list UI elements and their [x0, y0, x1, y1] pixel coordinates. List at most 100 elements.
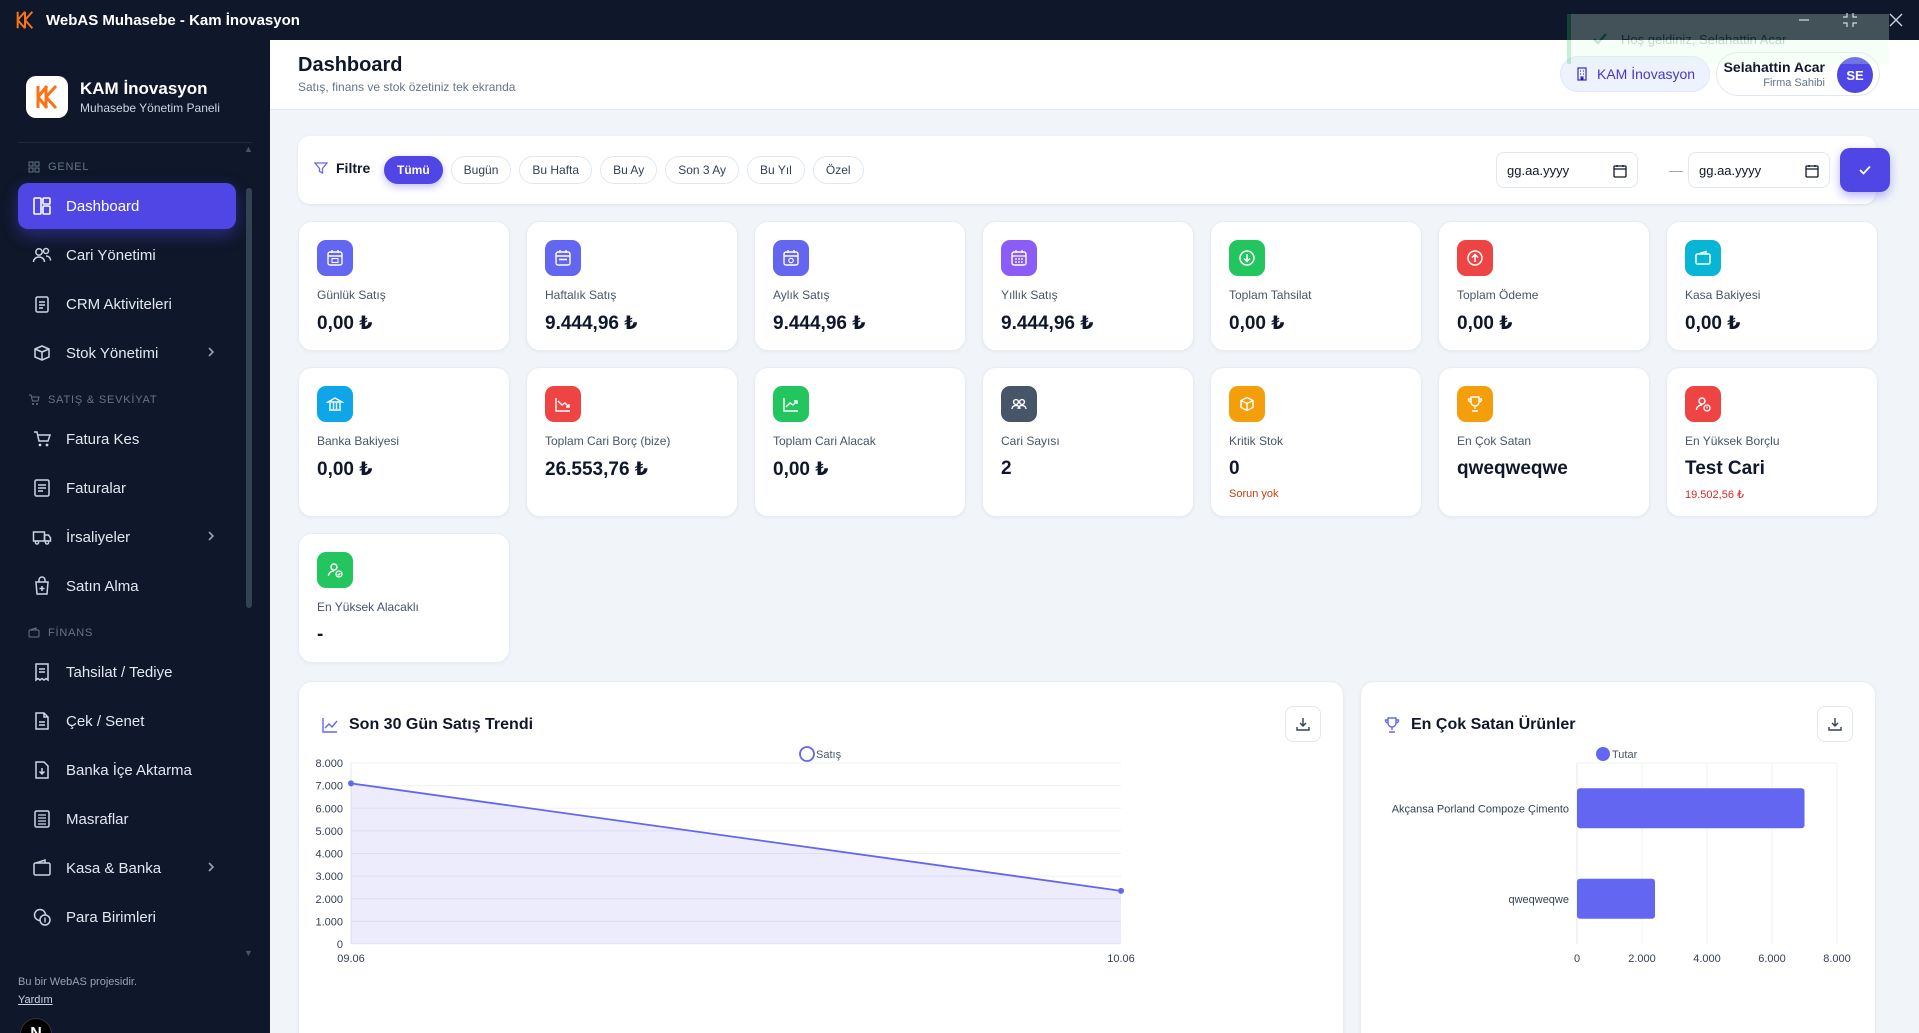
- user-check-icon: [317, 552, 353, 588]
- sidebar-scrollbar[interactable]: [246, 148, 252, 993]
- stat-card-aylik-satis[interactable]: Aylık Satış 9.444,96 ₺: [754, 221, 966, 351]
- calendar-day-icon: [317, 240, 353, 276]
- footer-link[interactable]: Yardım: [18, 994, 53, 1006]
- stat-label: Yıllık Satış: [1001, 288, 1058, 302]
- wallet-icon: [1685, 240, 1721, 276]
- sidebar-item-label: İrsaliyeler: [66, 528, 131, 546]
- stat-card-kritik-stok[interactable]: Kritik Stok 0 Sorun yok: [1210, 367, 1422, 517]
- sidebar-item-faturalar[interactable]: Faturalar: [18, 465, 236, 511]
- sidebar-item-label: Stok Yönetimi: [66, 344, 159, 362]
- stat-card-kasa-bakiyesi[interactable]: Kasa Bakiyesi 0,00 ₺: [1666, 221, 1878, 351]
- page-title: Dashboard: [298, 54, 403, 76]
- sidebar-item-crm-aktiviteleri[interactable]: CRM Aktiviteleri: [18, 281, 236, 327]
- close-button[interactable]: [1873, 0, 1919, 40]
- download-trend-button[interactable]: [1285, 706, 1321, 742]
- cube-icon: [1229, 386, 1265, 422]
- stat-label: Kasa Bakiyesi: [1685, 288, 1761, 302]
- series-line: [350, 782, 1122, 892]
- scrollbar-thumb[interactable]: [246, 188, 252, 608]
- arrow-down-circle-icon: [1229, 240, 1265, 276]
- stat-label: En Çok Satan: [1457, 434, 1532, 448]
- brand-logo: [26, 76, 68, 118]
- stat-card-banka-bakiyesi[interactable]: Banka Bakiyesi 0,00 ₺: [298, 367, 510, 517]
- sidebar-item-satin-alma[interactable]: Satın Alma: [18, 563, 236, 609]
- y-tick-label: 3.000: [315, 871, 343, 883]
- window-title: WebAS Muhasebe - Kam İnovasyon: [46, 11, 300, 29]
- sidebar-divider: [18, 142, 252, 143]
- sidebar-item-banka-ice-aktarma[interactable]: Banka İçe Aktarma: [18, 747, 236, 793]
- avatar[interactable]: SE: [1837, 57, 1873, 93]
- date-to-input[interactable]: gg.aa.yyyy: [1688, 152, 1830, 188]
- sidebar-item-kasa-banka[interactable]: Kasa & Banka: [18, 845, 236, 891]
- sidebar-item-irsaliyeler[interactable]: İrsaliyeler: [18, 514, 236, 560]
- stat-value: 0,00 ₺: [1229, 313, 1285, 334]
- date-from-input[interactable]: gg.aa.yyyy: [1496, 152, 1638, 188]
- chevron-right-icon: [208, 347, 215, 357]
- apply-filter-button[interactable]: [1840, 148, 1890, 192]
- stat-card-en-cok-satan[interactable]: En Çok Satan qweqweqwe: [1438, 367, 1650, 517]
- trend-up-icon: [773, 386, 809, 422]
- dev-badge[interactable]: N: [20, 1018, 52, 1033]
- date-from-placeholder: gg.aa.yyyy: [1507, 162, 1570, 178]
- sidebar-item-masraflar[interactable]: Masraflar: [18, 796, 236, 842]
- sidebar-item-label: Kasa & Banka: [66, 859, 162, 877]
- sidebar-item-fatura-kes[interactable]: Fatura Kes: [18, 416, 236, 462]
- stat-card-toplam-cari-borc[interactable]: Toplam Cari Borç (bize) 26.553,76 ₺: [526, 367, 738, 517]
- date-separator: —: [1669, 162, 1683, 178]
- filter-chip-bu-ay[interactable]: Bu Ay: [600, 156, 658, 184]
- stat-label: Toplam Cari Alacak: [773, 434, 876, 448]
- user-name: Selahattin Acar: [1723, 59, 1825, 75]
- stat-value: 26.553,76 ₺: [545, 459, 649, 480]
- scroll-up-arrow[interactable]: ▲: [244, 144, 253, 154]
- stat-card-haftalik-satis[interactable]: Haftalık Satış 9.444,96 ₺: [526, 221, 738, 351]
- restore-button[interactable]: [1827, 0, 1873, 40]
- sidebar-item-para-birimleri[interactable]: Para Birimleri: [18, 894, 236, 940]
- arrow-up-circle-icon: [1457, 240, 1493, 276]
- trend-title: Son 30 Gün Satış Trendi: [349, 716, 534, 733]
- filter-chip-ozel[interactable]: Özel: [812, 156, 864, 184]
- user-menu[interactable]: Selahattin Acar Firma Sahibi SE: [1716, 52, 1880, 96]
- filter-icon: [314, 162, 328, 175]
- stat-card-gunluk-satis[interactable]: Günlük Satış 0,00 ₺: [298, 221, 510, 351]
- legend-label: Satış: [816, 749, 842, 761]
- dashboard-icon: [33, 197, 51, 215]
- stat-label: Aylık Satış: [773, 288, 830, 302]
- check-icon: [1593, 33, 1607, 45]
- sidebar-item-cek-senet[interactable]: Çek / Senet: [18, 698, 236, 744]
- sidebar-item-tahsilat-tediye[interactable]: Tahsilat / Tediye: [18, 649, 236, 695]
- stat-label: Toplam Tahsilat: [1229, 288, 1312, 302]
- download-top-products-button[interactable]: [1817, 706, 1853, 742]
- minimize-button[interactable]: [1781, 0, 1827, 40]
- filter-chip-tumu[interactable]: Tümü: [384, 156, 443, 184]
- stat-card-en-yuksek-borclu[interactable]: En Yüksek Borçlu Test Cari 19.502,56 ₺: [1666, 367, 1878, 517]
- scroll-down-arrow[interactable]: ▼: [244, 948, 253, 958]
- stat-card-toplam-odeme[interactable]: Toplam Ödeme 0,00 ₺: [1438, 221, 1650, 351]
- calendar-icon[interactable]: [1805, 164, 1819, 178]
- x-tick-label: 09.06: [337, 953, 365, 965]
- panel-title: En Çok Satan Ürünler: [1383, 716, 1575, 734]
- stat-card-toplam-cari-alacak[interactable]: Toplam Cari Alacak 0,00 ₺: [754, 367, 966, 517]
- company-selector[interactable]: KAM İnovasyon: [1560, 56, 1711, 92]
- sidebar-item-stok-yonetimi[interactable]: Stok Yönetimi: [18, 330, 236, 376]
- download-icon: [1828, 718, 1842, 731]
- sidebar-item-dashboard[interactable]: Dashboard: [18, 183, 236, 229]
- sidebar-item-cari-yonetimi[interactable]: Cari Yönetimi: [18, 232, 236, 278]
- calendar-icon[interactable]: [1613, 164, 1627, 178]
- filter-chip-son-3-ay[interactable]: Son 3 Ay: [665, 156, 740, 184]
- purchase-icon: [35, 576, 49, 595]
- legend-marker: [799, 746, 815, 762]
- receipt-icon: [35, 663, 49, 682]
- section-label: FİNANS: [48, 627, 94, 639]
- sidebar-item-label: CRM Aktiviteleri: [66, 295, 172, 313]
- stat-card-en-yuksek-alacakli[interactable]: En Yüksek Alacaklı -: [298, 533, 510, 663]
- stat-card-yillik-satis[interactable]: Yıllık Satış 9.444,96 ₺: [982, 221, 1194, 351]
- stat-card-cari-sayisi[interactable]: Cari Sayısı 2: [982, 367, 1194, 517]
- y-tick-label: 4.000: [315, 849, 343, 861]
- stat-value: qweqweqwe: [1457, 458, 1568, 479]
- stat-value: 0,00 ₺: [317, 313, 373, 334]
- filter-chip-bu-yil[interactable]: Bu Yıl: [747, 156, 805, 184]
- window-controls: [1781, 0, 1919, 40]
- filter-chip-bugun[interactable]: Bugün: [450, 156, 512, 184]
- stat-card-toplam-tahsilat[interactable]: Toplam Tahsilat 0,00 ₺: [1210, 221, 1422, 351]
- filter-chip-bu-hafta[interactable]: Bu Hafta: [519, 156, 593, 184]
